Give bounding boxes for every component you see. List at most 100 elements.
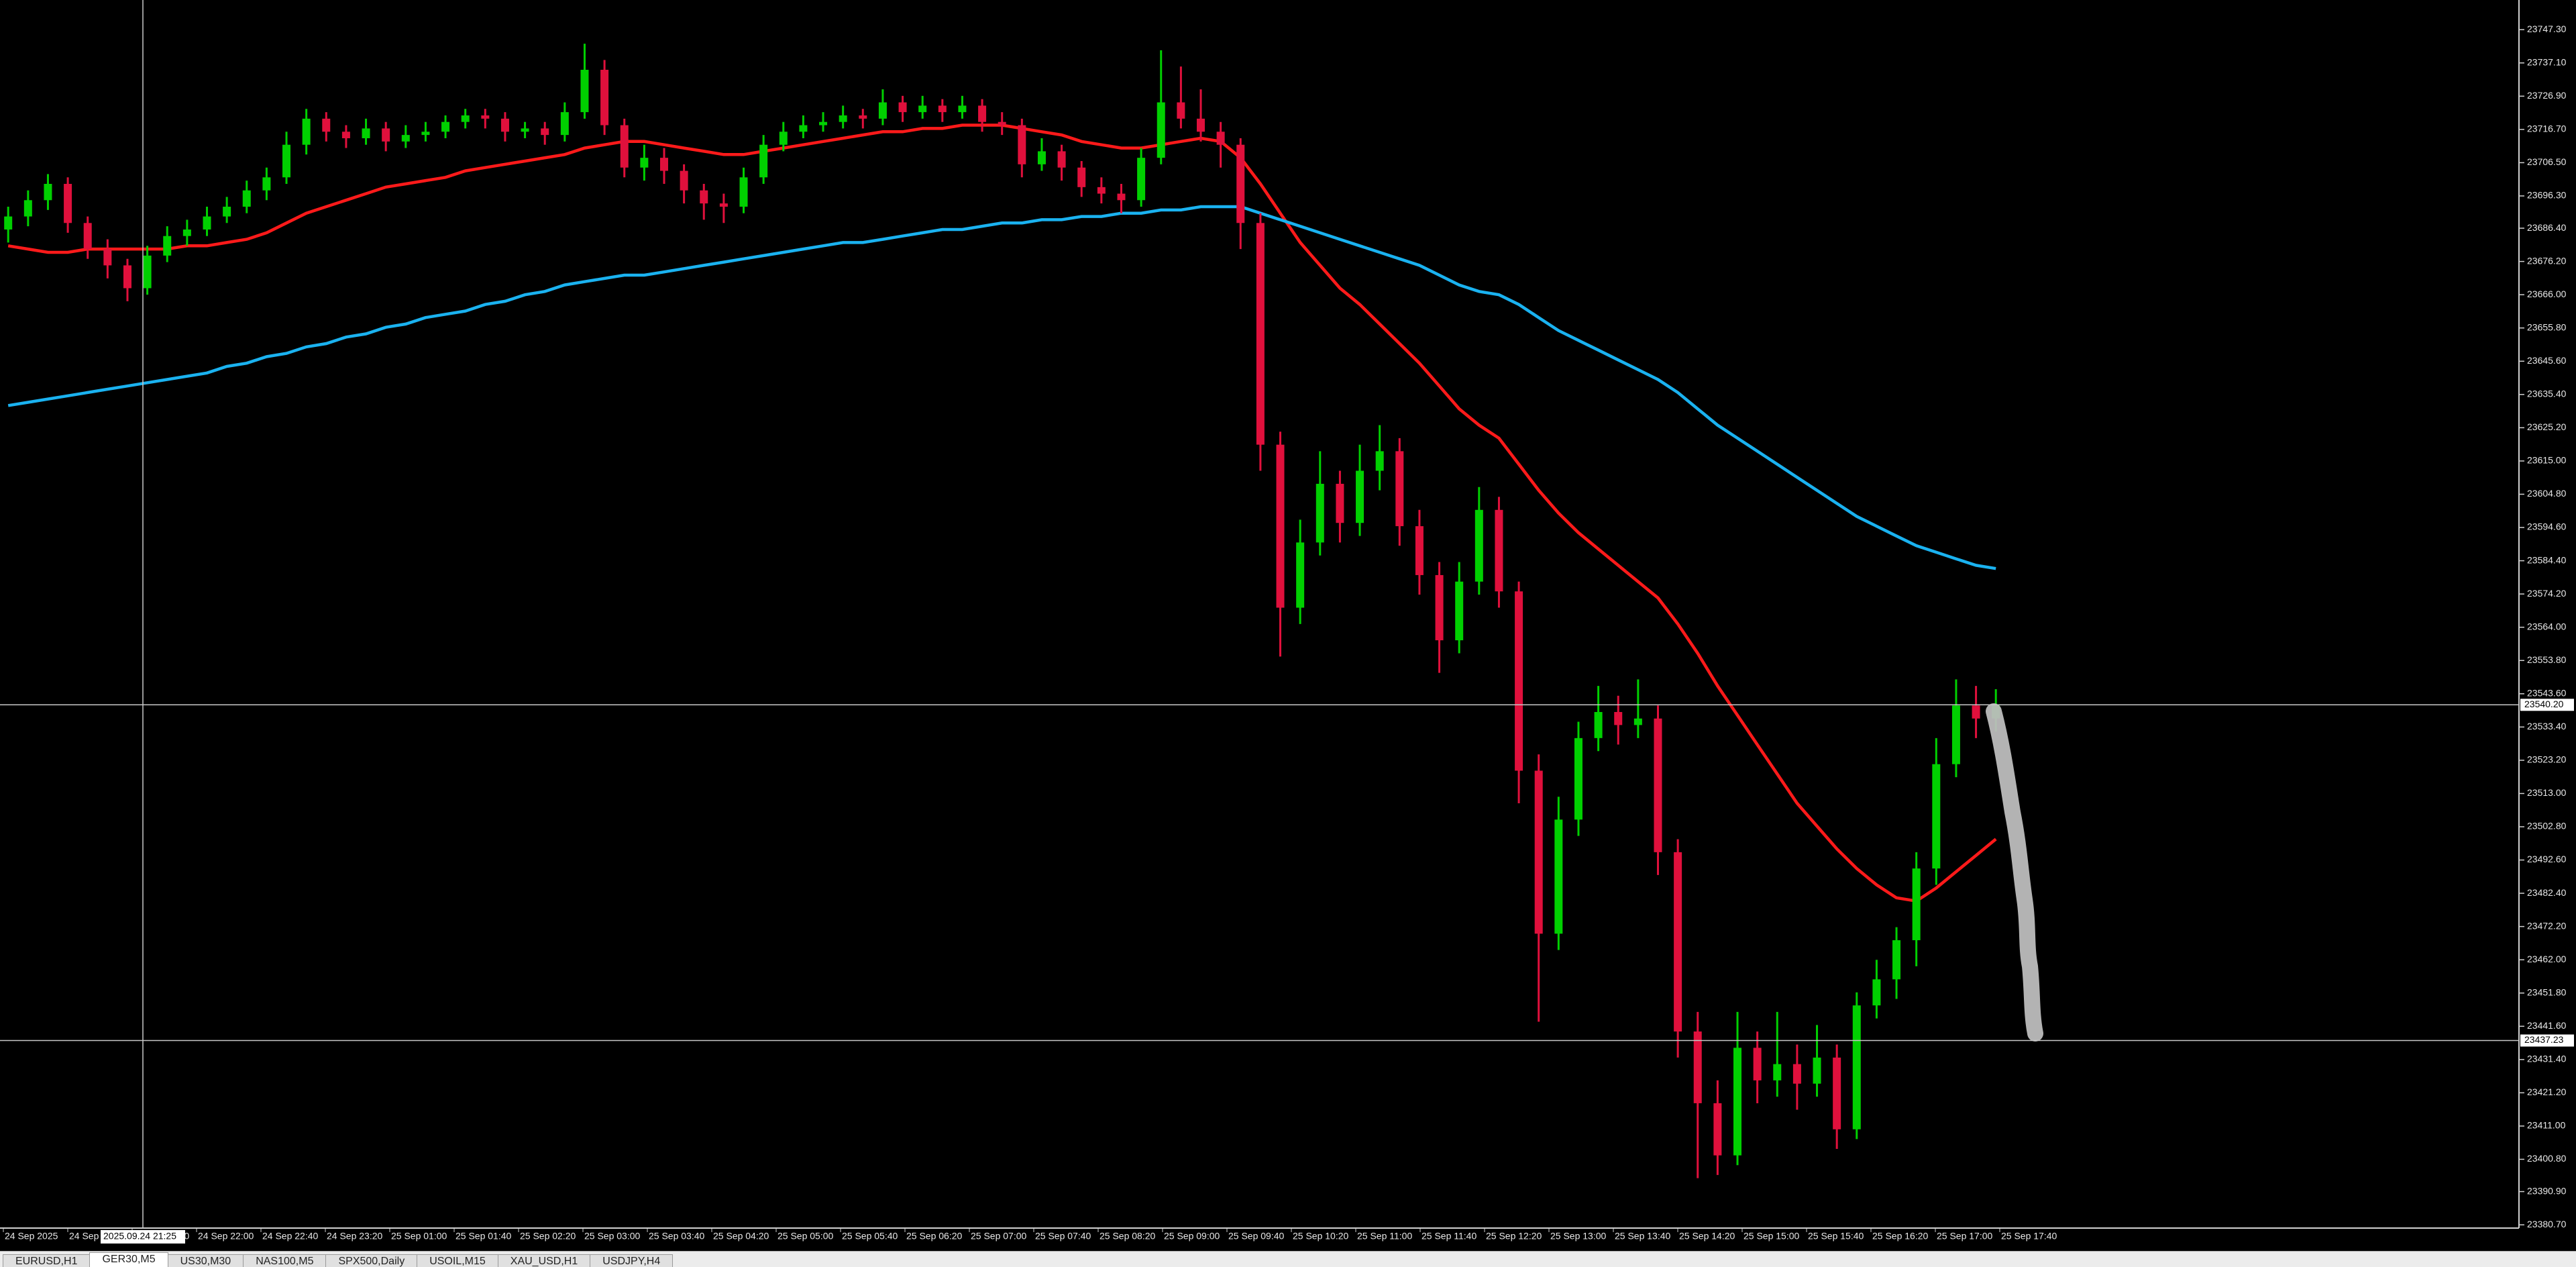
symbol-tab[interactable]: XAU_USD,H1 [497, 1254, 591, 1267]
x-tick-label: 25 Sep 07:00 [971, 1231, 1027, 1241]
candle-body [123, 265, 131, 289]
candle-body [1495, 509, 1503, 592]
y-tick-label: 23574.20 [2527, 588, 2567, 599]
candle-body [1474, 509, 1483, 582]
symbol-tab[interactable]: EURUSD,H1 [3, 1254, 91, 1267]
candle-body [163, 236, 172, 256]
candle-body [1872, 979, 1881, 1006]
symbol-tab[interactable]: US30,M30 [167, 1254, 244, 1267]
crosshair-time-label: 2025.09.24 21:25 [103, 1231, 176, 1241]
candle-body [1792, 1064, 1801, 1084]
y-tick-label: 23706.50 [2527, 156, 2567, 167]
candle-body [1356, 470, 1364, 523]
x-tick-label: 25 Sep 03:00 [584, 1231, 641, 1241]
y-tick-label: 23441.60 [2527, 1020, 2567, 1031]
candle-body [401, 135, 410, 142]
x-tick-label: 25 Sep 06:20 [906, 1231, 963, 1241]
symbol-tab[interactable]: USOIL,M15 [417, 1254, 498, 1267]
symbol-tab[interactable]: GER30,M5 [89, 1252, 168, 1267]
candle-body [1276, 444, 1285, 608]
candle-body [481, 115, 490, 119]
candle-body [282, 144, 291, 178]
candle-body [620, 125, 629, 168]
candle-body [1753, 1048, 1762, 1080]
x-tick-label: 24 Sep 22:00 [198, 1231, 254, 1241]
y-tick-label: 23635.40 [2527, 389, 2567, 399]
candle-body [182, 230, 191, 236]
x-tick-label: 25 Sep 15:40 [1808, 1231, 1864, 1241]
candle-body [421, 132, 430, 136]
y-tick-label: 23451.80 [2527, 986, 2567, 997]
y-tick-label: 23553.80 [2527, 654, 2567, 665]
y-tick-label: 23400.80 [2527, 1153, 2567, 1164]
symbol-tab[interactable]: SPX500,Daily [325, 1254, 418, 1267]
axis-layer: 23747.30 23737.10 23726.90 23716.70 23706.50… [0, 23, 2574, 1244]
crosshair-price-box [2520, 1034, 2574, 1047]
candle-body [1197, 118, 1205, 132]
candle-body [1892, 940, 1901, 980]
x-tick-label: 25 Sep 11:00 [1357, 1231, 1412, 1241]
y-tick-label: 23594.60 [2527, 521, 2567, 532]
candle-body [1633, 718, 1642, 725]
candle-body [382, 128, 390, 142]
x-tick-label: 25 Sep 02:20 [520, 1231, 576, 1241]
candle-body [1157, 102, 1165, 158]
y-tick-label: 23523.20 [2527, 754, 2567, 765]
symbol-tab[interactable]: NAS100,M5 [243, 1254, 327, 1267]
candle-body [779, 132, 788, 145]
x-tick-label: 25 Sep 05:40 [842, 1231, 898, 1241]
y-tick-label: 23564.00 [2527, 621, 2567, 631]
x-tick-label: 25 Sep 01:00 [391, 1231, 447, 1241]
y-tick-label: 23472.20 [2527, 920, 2567, 931]
x-tick-label: 25 Sep 14:20 [1679, 1231, 1735, 1241]
candle-body [521, 128, 529, 132]
candle-body [1972, 705, 1980, 719]
candle-body [1395, 451, 1404, 527]
x-tick-label: 25 Sep 07:40 [1035, 1231, 1091, 1241]
crosshair-price-label: 23437.23 [2524, 1034, 2564, 1045]
candle-body [580, 69, 589, 113]
candle-body [1316, 483, 1324, 543]
y-tick-label: 23513.00 [2527, 787, 2567, 798]
candle-body [1614, 711, 1623, 725]
price-label-box [2520, 699, 2574, 711]
y-tick-label: 23696.30 [2527, 190, 2567, 201]
x-tick-label: 25 Sep 12:20 [1486, 1231, 1542, 1241]
candle-body [859, 115, 867, 119]
candle-body [1594, 711, 1603, 738]
candle-body [1216, 132, 1225, 145]
candle-body [958, 105, 967, 113]
price-label: 23540.20 [2524, 699, 2564, 709]
candle-body [1773, 1064, 1782, 1080]
y-tick-label: 23390.90 [2527, 1185, 2567, 1196]
y-tick-label: 23686.40 [2527, 222, 2567, 233]
y-tick-label: 23737.10 [2527, 56, 2567, 67]
candle-body [1256, 223, 1265, 445]
y-tick-label: 23502.80 [2527, 821, 2567, 831]
y-tick-label: 23645.60 [2527, 355, 2567, 366]
candle-body [242, 190, 251, 207]
candle-layer [4, 44, 2000, 1178]
candle-body [1852, 1005, 1861, 1129]
y-tick-label: 23421.20 [2527, 1086, 2567, 1097]
candle-body [1833, 1057, 1841, 1129]
y-tick-label: 23655.80 [2527, 321, 2567, 332]
y-tick-label: 23431.40 [2527, 1054, 2567, 1064]
candle-body [680, 170, 688, 191]
candle-body [898, 102, 907, 113]
x-tick-label: 25 Sep 15:00 [1743, 1231, 1800, 1241]
candle-body [819, 121, 828, 125]
symbol-tab[interactable]: USDJPY,H4 [590, 1254, 674, 1267]
y-tick-label: 23462.00 [2527, 954, 2567, 964]
candle-body [1951, 705, 1960, 764]
candle-body [1296, 542, 1305, 608]
candle-body [83, 223, 92, 250]
candle-body [839, 115, 847, 122]
candle-body [23, 200, 32, 217]
y-tick-label: 23584.40 [2527, 554, 2567, 565]
candle-body [341, 132, 350, 138]
candle-body [938, 105, 947, 113]
x-tick-label: 24 Sep 22:40 [262, 1231, 319, 1241]
